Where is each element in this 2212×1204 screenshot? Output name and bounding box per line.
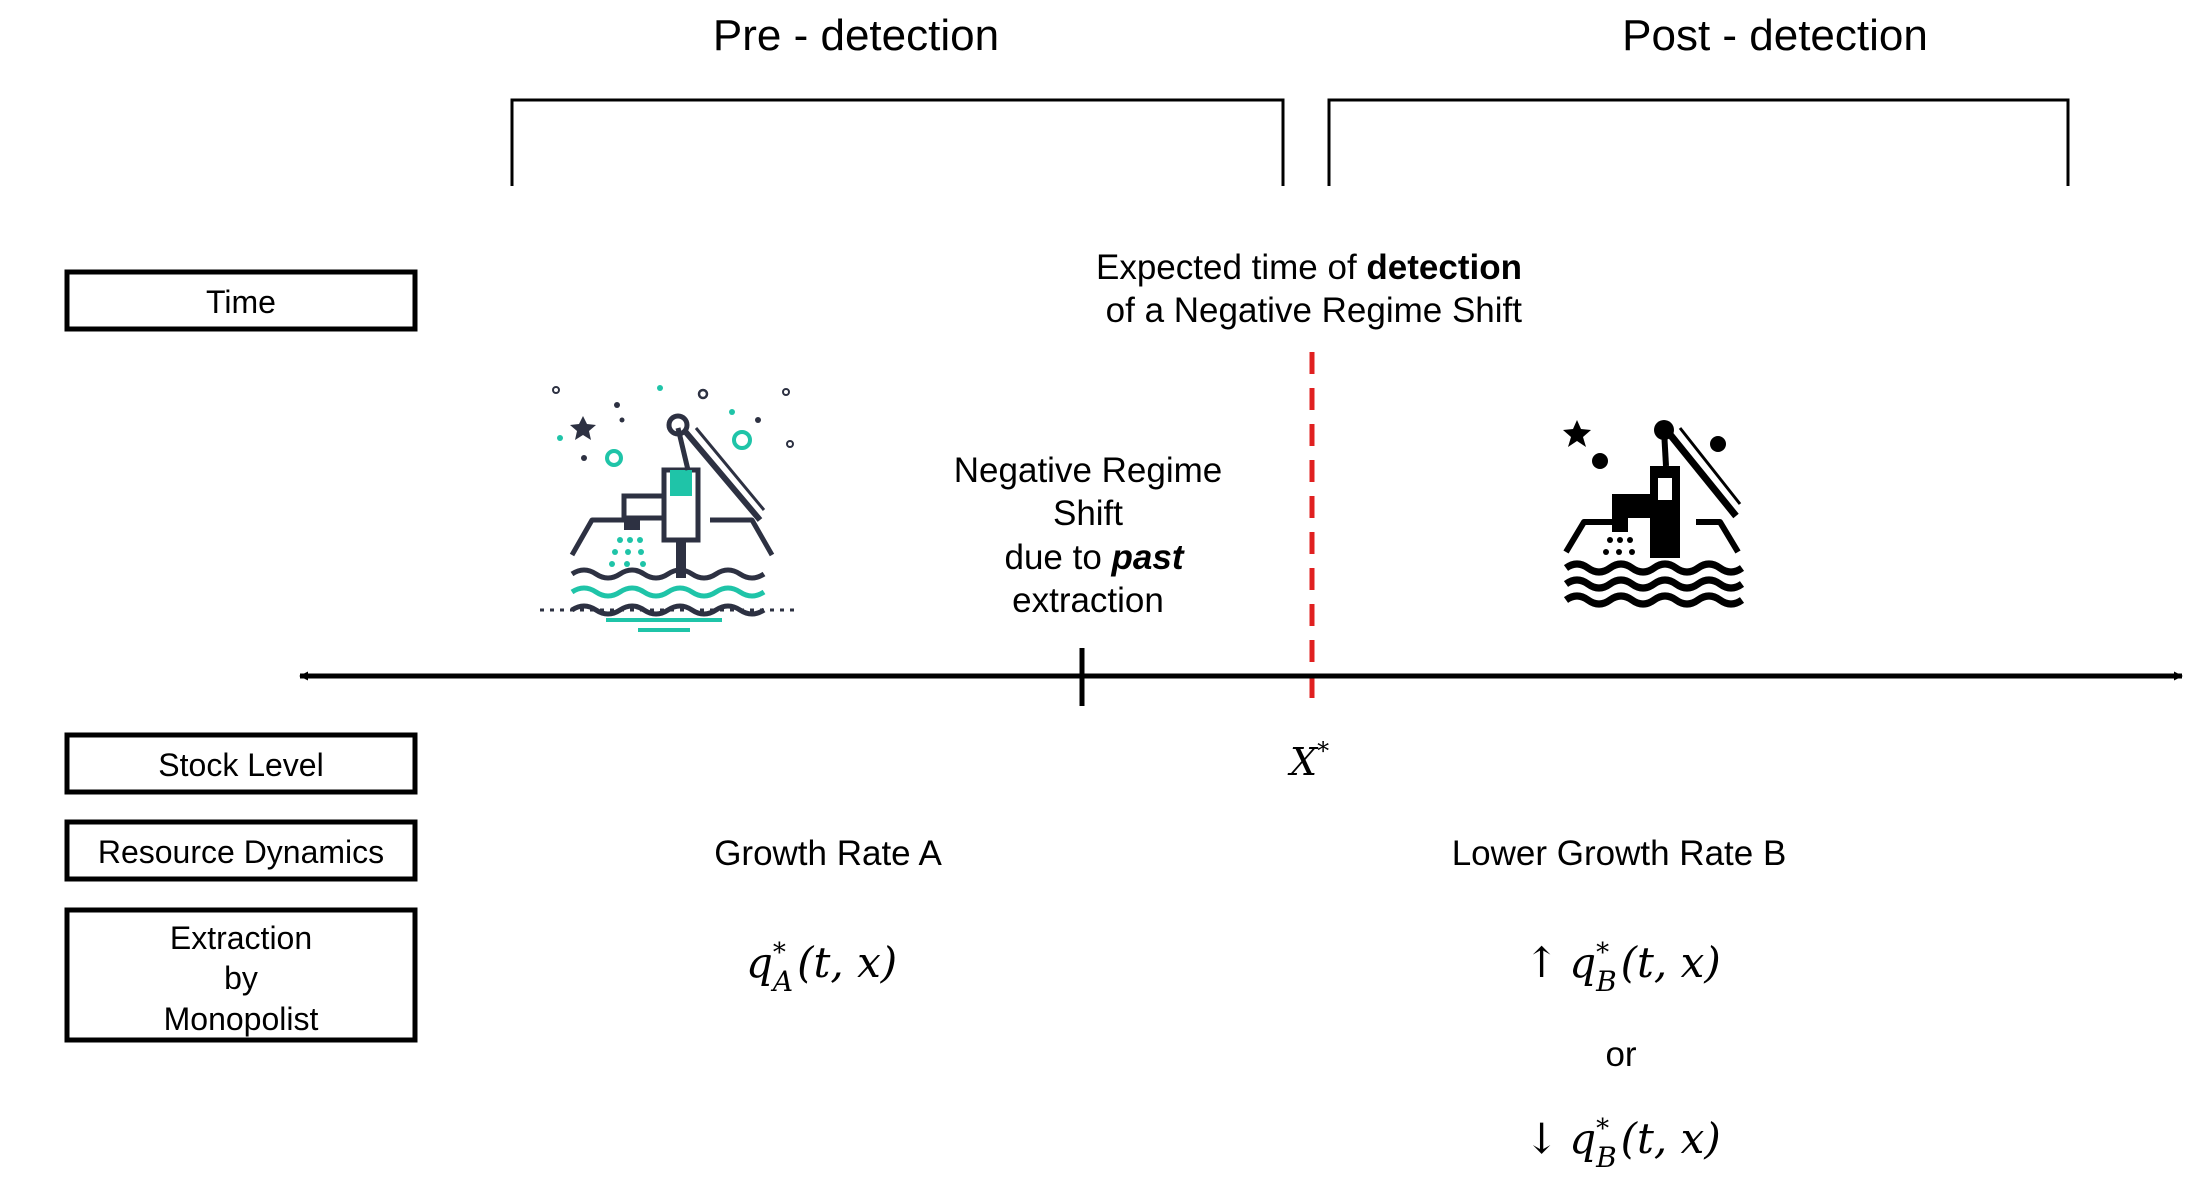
- svg-text:Extraction: Extraction: [170, 920, 312, 956]
- detection-label-line1: Expected time of detection: [1096, 248, 1522, 287]
- svg-text:Resource Dynamics: Resource Dynamics: [98, 834, 384, 870]
- regime-shift-label-line4: extraction: [1012, 581, 1164, 620]
- row-label-stock-level: Stock Level: [64, 732, 418, 795]
- svg-text:Monopolist: Monopolist: [164, 1001, 319, 1037]
- svg-text:Time: Time: [206, 284, 276, 320]
- row-label-time: Time: [64, 269, 418, 332]
- extraction-q-b-up: ↑ q* B(t, x): [1524, 938, 1721, 998]
- detection-label-line2: of a Negative Regime Shift: [1106, 291, 1523, 330]
- extraction-q-a: q* A(t, x): [746, 938, 897, 998]
- row-label-extraction: Extraction by Monopolist: [64, 907, 418, 1043]
- growth-rate-b: Lower Growth Rate B: [1452, 834, 1787, 873]
- svg-text:by: by: [224, 960, 258, 996]
- water-pump-outline-icon: [540, 385, 798, 632]
- threshold-x-star: X*: [1287, 737, 1329, 784]
- regime-shift-label-line2: Shift: [1053, 494, 1123, 533]
- post-detection-bracket: [1327, 98, 2070, 186]
- extraction-or: or: [1605, 1035, 1636, 1074]
- pre-detection-title: Pre - detection: [713, 11, 999, 60]
- regime-shift-label-line3: due to past: [1004, 538, 1184, 577]
- row-label-resource-dynamics: Resource Dynamics: [64, 819, 418, 882]
- regime-shift-label-line1: Negative Regime: [954, 451, 1222, 490]
- growth-rate-a: Growth Rate A: [714, 834, 942, 873]
- post-detection-title: Post - detection: [1622, 11, 1928, 60]
- svg-text:Stock Level: Stock Level: [158, 747, 323, 783]
- extraction-q-b-down: ↓ q* B(t, x): [1524, 1114, 1721, 1174]
- water-pump-solid-icon: [1563, 420, 1745, 608]
- pre-detection-bracket: [510, 98, 1285, 186]
